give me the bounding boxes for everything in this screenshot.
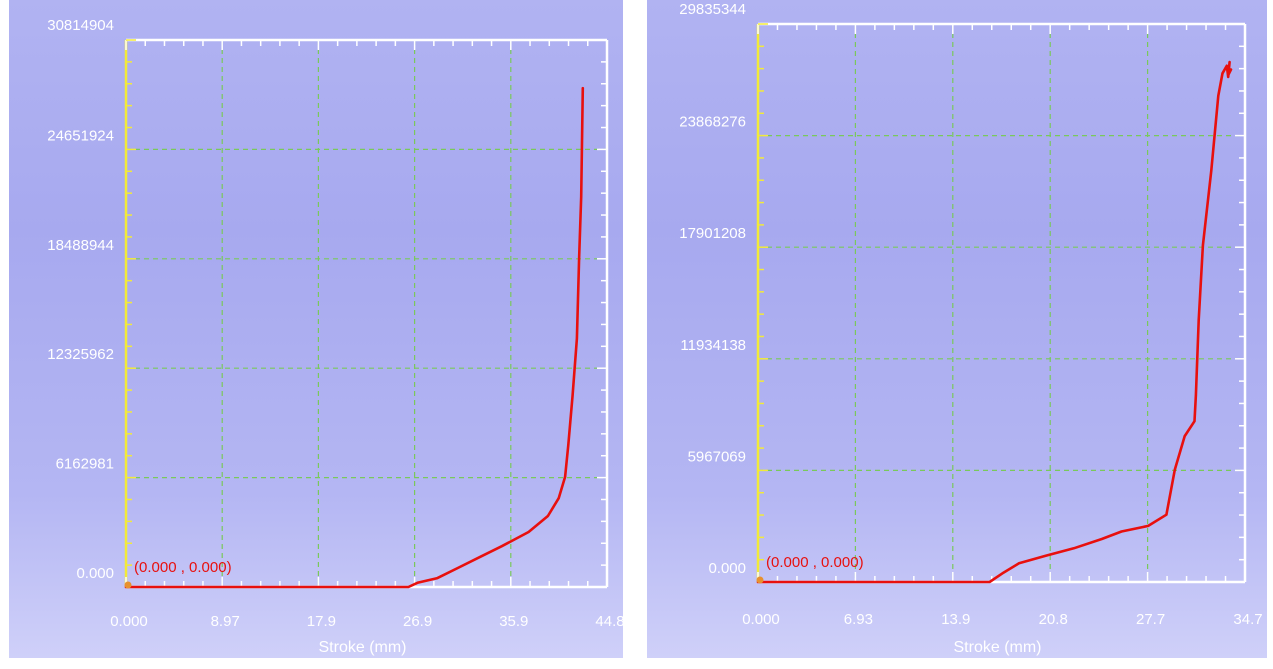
data-point — [479, 556, 482, 558]
x-tick-label: 20.8 — [1039, 611, 1068, 628]
data-point — [1227, 74, 1229, 76]
data-point — [1217, 94, 1220, 97]
plot-background — [9, 0, 623, 658]
data-point — [571, 394, 574, 397]
data-point — [564, 476, 566, 478]
data-point — [988, 581, 991, 583]
data-point — [576, 337, 578, 340]
origin-marker — [124, 581, 132, 589]
data-point — [1210, 169, 1213, 172]
data-point — [501, 545, 503, 547]
y-tick-label: 24651924 — [47, 127, 114, 144]
data-point — [436, 577, 439, 579]
y-tick-label: 11934138 — [680, 337, 746, 354]
data-point — [1147, 525, 1149, 527]
x-tick-label: 44.8 — [595, 613, 623, 630]
x-tick-label: 34.7 — [1233, 611, 1262, 628]
data-point — [1226, 65, 1228, 67]
origin-coordinate-label: (0.000 , 0.000) — [766, 554, 864, 571]
x-tick-label: 6.93 — [844, 611, 873, 628]
x-tick-label: 0.000 — [742, 611, 780, 628]
data-point — [1120, 530, 1123, 533]
data-point — [1183, 435, 1186, 437]
data-point — [1174, 469, 1176, 471]
data-point — [1073, 547, 1075, 550]
origin-coordinate-label: (0.000 , 0.000) — [134, 559, 232, 576]
y-tick-label: 18488944 — [47, 237, 114, 254]
chart-panel-left: 0.000 6162981 12325962 18488944 24651924 3081… — [9, 0, 623, 658]
x-tick-label: 27.7 — [1136, 611, 1165, 628]
data-point — [1228, 61, 1231, 63]
y-tick-label: 29835344 — [679, 1, 746, 18]
data-point — [580, 195, 582, 198]
data-point — [1227, 76, 1229, 78]
data-point — [1197, 319, 1200, 322]
data-point — [1202, 244, 1204, 247]
data-point — [547, 515, 549, 517]
data-point — [1018, 562, 1020, 565]
y-tick-label: 5967069 — [688, 448, 746, 465]
x-tick-label: 26.9 — [403, 613, 432, 630]
data-point — [1044, 555, 1047, 557]
data-point — [407, 586, 410, 588]
x-axis-title: Stroke (mm) — [954, 639, 1042, 656]
plot-background — [647, 0, 1267, 658]
data-point — [1195, 394, 1197, 396]
data-point — [1002, 571, 1005, 574]
y-tick-label: 0.000 — [708, 560, 746, 577]
y-tick-label: 17901208 — [679, 225, 746, 242]
origin-marker — [756, 576, 764, 584]
data-point — [1230, 68, 1232, 71]
data-point — [417, 581, 419, 584]
y-tick-label: 30814904 — [47, 17, 114, 34]
data-point — [1221, 72, 1224, 75]
data-point — [527, 531, 530, 533]
x-tick-label: 13.9 — [941, 611, 970, 628]
y-tick-label: 0.000 — [76, 565, 114, 582]
x-tick-label: 0.000 — [110, 613, 148, 630]
chart-left: 0.000 6162981 12325962 18488944 24651924 3081… — [9, 0, 623, 658]
data-point — [578, 257, 580, 260]
y-tick-label: 23868276 — [679, 114, 746, 131]
chart-right: 0.000 5967069 11934138 17901208 23868276 2983… — [647, 0, 1267, 658]
y-tick-label: 6162981 — [56, 456, 114, 473]
data-point — [582, 87, 584, 89]
x-axis-title: Stroke (mm) — [319, 639, 407, 656]
y-tick-label: 12325962 — [47, 346, 114, 363]
series-line-1 — [756, 60, 1233, 584]
data-point — [567, 444, 570, 446]
x-tick-label: 17.9 — [307, 613, 336, 630]
data-point — [1193, 420, 1196, 423]
x-tick-label: 8.97 — [211, 613, 240, 630]
data-point — [557, 497, 560, 500]
chart-panel-right: 0.000 5967069 11934138 17901208 23868276 2983… — [647, 0, 1267, 658]
data-point — [1101, 538, 1103, 540]
x-tick-label: 35.9 — [499, 613, 528, 630]
data-point — [1165, 513, 1168, 516]
data-point — [458, 566, 460, 569]
